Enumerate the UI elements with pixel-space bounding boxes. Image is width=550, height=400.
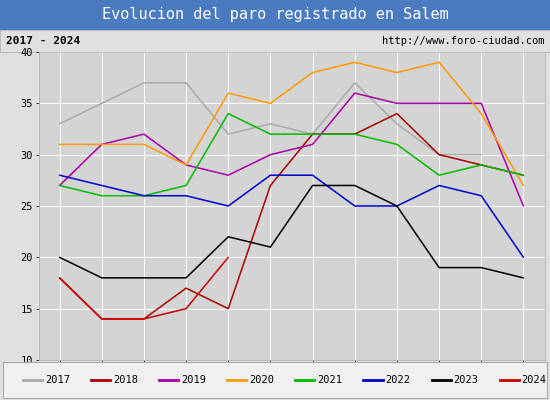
Text: 2021: 2021 <box>317 375 342 385</box>
Text: 2024: 2024 <box>521 375 546 385</box>
Text: 2023: 2023 <box>453 375 478 385</box>
Text: http://www.foro-ciudad.com: http://www.foro-ciudad.com <box>382 36 544 46</box>
Text: Evolucion del paro registrado en Salem: Evolucion del paro registrado en Salem <box>102 8 448 22</box>
Text: 2019: 2019 <box>181 375 206 385</box>
Text: 2018: 2018 <box>113 375 138 385</box>
Text: 2022: 2022 <box>385 375 410 385</box>
Text: 2020: 2020 <box>249 375 274 385</box>
Text: 2017 - 2024: 2017 - 2024 <box>6 36 80 46</box>
Text: 2017: 2017 <box>45 375 70 385</box>
